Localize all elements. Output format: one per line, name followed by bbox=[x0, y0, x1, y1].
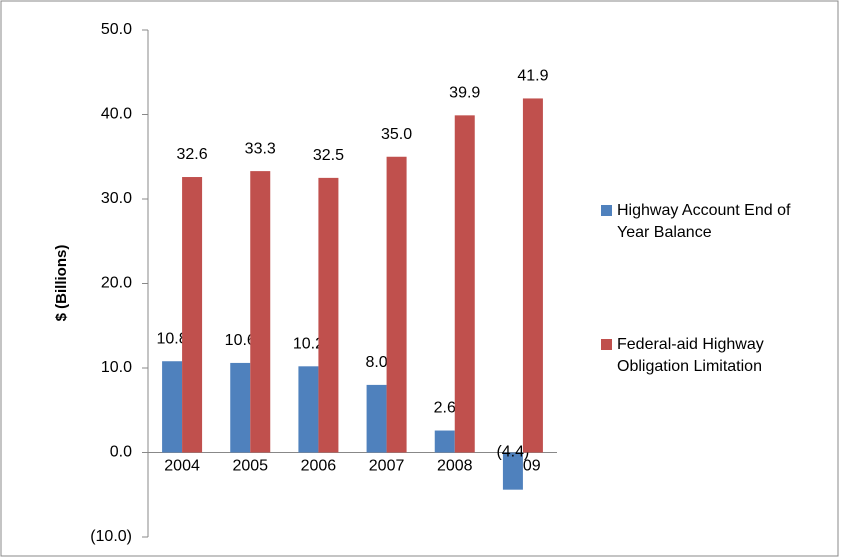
y-tick-label: 20.0 bbox=[101, 275, 132, 292]
y-tick-label: 30.0 bbox=[101, 190, 132, 207]
data-label: 39.9 bbox=[449, 85, 480, 102]
data-label: (4.4) bbox=[496, 444, 529, 461]
bar bbox=[318, 177, 339, 453]
bar bbox=[502, 452, 523, 490]
y-tick-label: (10.0) bbox=[90, 528, 132, 545]
bar bbox=[522, 98, 543, 453]
data-label: 8.0 bbox=[365, 354, 387, 371]
data-label: 32.6 bbox=[177, 146, 208, 163]
bar bbox=[366, 384, 387, 453]
data-label: 2.6 bbox=[434, 400, 456, 417]
x-tick-label: 2008 bbox=[437, 458, 473, 475]
y-axis-label: $ (Billions) bbox=[53, 245, 70, 322]
data-label: 10.2 bbox=[293, 336, 324, 353]
bar bbox=[250, 171, 271, 453]
data-label: 10.6 bbox=[225, 332, 256, 349]
bar bbox=[230, 362, 251, 453]
x-tick-label: 2006 bbox=[301, 458, 337, 475]
legend-swatch bbox=[601, 205, 612, 216]
data-label: 33.3 bbox=[245, 140, 276, 157]
legend-label: Highway Account End of Year Balance bbox=[617, 202, 791, 241]
legend-swatch bbox=[601, 339, 612, 350]
bar bbox=[298, 366, 319, 453]
y-tick-label: 0.0 bbox=[110, 444, 132, 461]
bar bbox=[454, 115, 475, 453]
data-label: 35.0 bbox=[381, 126, 412, 143]
x-tick-label: 2007 bbox=[369, 458, 405, 475]
y-tick-label: 10.0 bbox=[101, 359, 132, 376]
bar bbox=[162, 361, 183, 453]
y-tick-label: 50.0 bbox=[101, 21, 132, 38]
bar bbox=[434, 430, 455, 453]
data-label: 10.8 bbox=[157, 330, 188, 347]
y-tick-label: 40.0 bbox=[101, 106, 132, 123]
x-tick-label: 2004 bbox=[164, 458, 200, 475]
bar bbox=[386, 156, 407, 453]
data-label: 32.5 bbox=[313, 147, 344, 164]
x-tick-label: 2005 bbox=[232, 458, 268, 475]
legend-label: Federal-aid Highway Obligation Limitatio… bbox=[617, 336, 764, 375]
data-label: 41.9 bbox=[517, 68, 548, 85]
bar bbox=[182, 177, 203, 453]
